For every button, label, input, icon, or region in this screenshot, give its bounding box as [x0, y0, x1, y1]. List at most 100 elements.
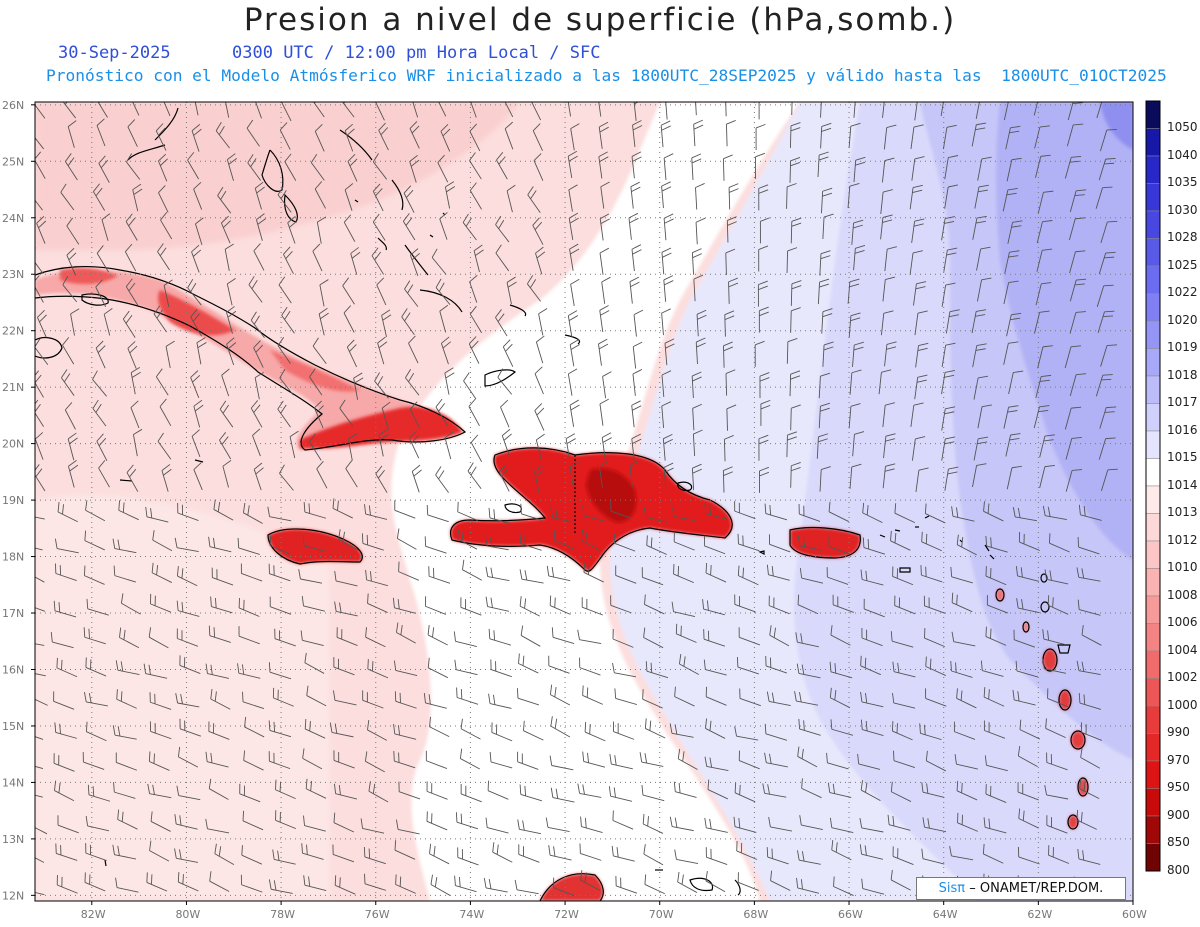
wind-barb [894, 503, 915, 524]
wind-barb [831, 840, 852, 861]
wind-barb [375, 465, 388, 493]
wind-barb [829, 817, 854, 833]
wind-barb [534, 465, 545, 493]
wind-barb [455, 812, 479, 830]
wind-barb [696, 309, 707, 337]
wind-barb [130, 366, 141, 395]
wind-barb [37, 309, 47, 338]
wind-barb [817, 151, 829, 178]
wind-barb [501, 428, 512, 457]
wind-barb [641, 567, 664, 586]
colorbar-level-label: 1025 [1167, 257, 1198, 272]
wind-barb [303, 815, 326, 832]
wind-barb [191, 124, 202, 152]
wind-barb [973, 436, 989, 461]
wind-barb [66, 217, 80, 245]
wind-barb [177, 872, 199, 892]
wind-barb [862, 537, 886, 555]
wind-barb [1005, 125, 1021, 150]
wind-barb [663, 153, 674, 180]
wind-barb [1003, 405, 1019, 429]
wind-barb [92, 370, 107, 397]
wind-barb [1047, 688, 1069, 708]
wind-barb [364, 504, 388, 520]
wind-barb [829, 661, 853, 679]
wind-barb [790, 280, 802, 306]
wind-barb [68, 459, 79, 488]
colorbar-swatch [1145, 815, 1161, 844]
coastlines [35, 107, 1089, 901]
wind-barb [853, 156, 866, 183]
wind-barb [517, 819, 542, 835]
wind-barb [64, 402, 76, 430]
wind-barb [786, 431, 798, 458]
wind-barb [691, 371, 702, 399]
wind-barb [550, 507, 575, 523]
wind-barb [704, 535, 726, 555]
wind-barb [83, 565, 105, 585]
wind-barb [790, 462, 801, 488]
wind-barb [246, 119, 260, 147]
wind-barb [365, 627, 386, 648]
wind-barb [940, 102, 944, 116]
wind-barb [247, 154, 262, 181]
wind-barb [941, 282, 956, 307]
wind-barb [577, 783, 602, 798]
wind-barb [923, 595, 946, 614]
wind-barb [35, 698, 48, 706]
wind-barb [565, 433, 576, 461]
wind-barb [367, 719, 388, 741]
lat-label: 19N [2, 494, 24, 507]
wind-barb [177, 746, 199, 768]
lon-label: 68W [743, 908, 768, 921]
colorbar-level-label: 1028 [1167, 230, 1198, 244]
wind-barb [470, 102, 477, 118]
wind-barb [799, 568, 824, 584]
wind-barb [396, 528, 417, 550]
wind-barb [187, 152, 200, 180]
wind-barb [853, 102, 856, 118]
wind-barb [1035, 374, 1052, 399]
wind-barb [304, 718, 326, 739]
wind-barb [115, 752, 138, 771]
wind-barb [857, 753, 881, 770]
wind-barb [255, 102, 262, 119]
wind-barb [956, 534, 977, 556]
wind-barb [661, 247, 672, 275]
wind-barb [675, 623, 697, 643]
wind-barb [462, 559, 482, 581]
wind-barb [661, 181, 672, 209]
wind-barb [1095, 186, 1113, 209]
wind-barb [599, 398, 609, 426]
wind-barb [195, 217, 204, 246]
colorbar-swatch [1145, 375, 1161, 404]
wind-barb [53, 753, 75, 772]
wind-barb [329, 722, 354, 738]
wind-barb [210, 596, 233, 614]
wind-barb [215, 121, 230, 149]
wind-barb [577, 629, 602, 645]
wind-barb [484, 536, 509, 551]
map-title: Presion a nivel de superficie (hPa,somb.… [243, 2, 957, 38]
wind-barb [240, 563, 263, 582]
wind-barb [314, 400, 324, 429]
wind-barb [221, 368, 230, 397]
wind-barb [580, 870, 601, 891]
wind-barb [612, 629, 634, 648]
wind-barb [630, 181, 641, 209]
wind-barb [847, 182, 860, 209]
wind-barb [863, 598, 885, 618]
wind-barb [254, 181, 265, 210]
wind-barb [1099, 128, 1117, 152]
wind-barb [971, 122, 987, 147]
wind-barb [149, 840, 170, 862]
wind-barb [883, 124, 897, 150]
wind-barb [268, 879, 293, 894]
wind-barb [243, 750, 264, 771]
wind-barb [405, 369, 420, 396]
wind-barb [1046, 752, 1068, 771]
wind-barb [609, 754, 633, 770]
wind-barb [381, 401, 391, 430]
wind-barb [283, 246, 294, 275]
wind-barb [394, 500, 416, 519]
